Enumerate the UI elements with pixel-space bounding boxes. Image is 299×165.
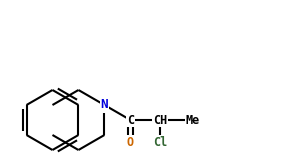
- Text: CH: CH: [153, 114, 167, 127]
- Text: Cl: Cl: [153, 136, 167, 149]
- Text: O: O: [127, 136, 134, 149]
- Text: C: C: [127, 114, 134, 127]
- Text: N: N: [101, 99, 108, 112]
- Text: Me: Me: [186, 114, 200, 127]
